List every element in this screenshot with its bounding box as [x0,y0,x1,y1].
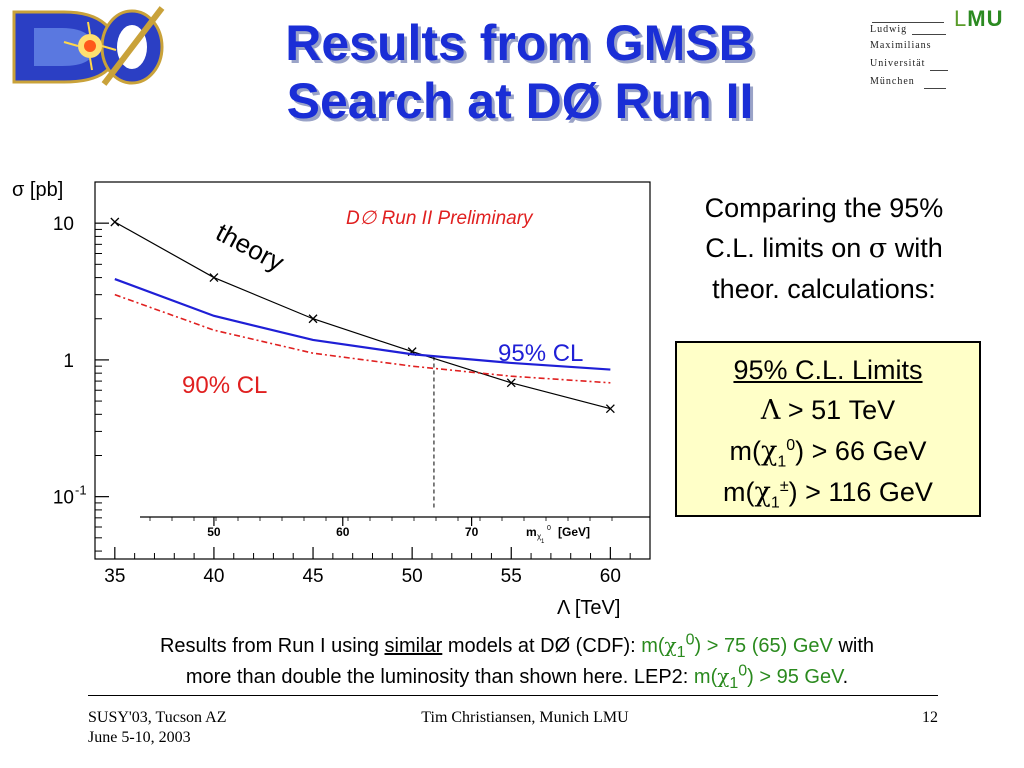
series-line-cl95 [114,278,611,371]
x-tick-label: 50 [402,566,423,587]
page-number: 12 [922,709,938,726]
x-tick-label: 35 [104,566,125,587]
footer-conference: SUSY'03, Tucson AZ June 5-10, 2003 [88,708,328,748]
footnote: Results from Run I using similar models … [40,630,994,692]
d0-logo-text: DØ [74,88,76,90]
similar-underlined: similar [384,635,443,657]
lmu-logo: Ludwig Maximilians Universität München L… [870,6,1020,98]
mass-axis-tick-label: 60 [336,525,350,539]
series-line-theory [114,221,611,410]
series-label-cl90: 90% CL [182,372,267,399]
theory-point [506,378,516,388]
theory-point [110,217,120,227]
lmu-rule [912,34,946,35]
footer-author: Tim Christiansen, Munich LMU [421,709,629,726]
y-tick-label: 10 [53,488,74,509]
y-tick-label: 10 [53,214,74,235]
limit-chargino-mass: m(χ1±) > 116 GeV [723,477,933,512]
lmu-wordmark: LMU [954,6,1004,31]
comparison-line2: C.L. limits on σ with [705,233,943,264]
limits-box: 95% C.L. Limits Λ > 51 TeV m(χ10) > 66 G… [675,341,981,517]
comparison-line1: Comparing the 95% [704,193,944,223]
slide-title-line1: Results from GMSB [285,15,755,71]
x-tick-label: 55 [501,566,522,587]
footnote-line2: more than double the luminosity than sho… [185,662,849,692]
lmu-line-ludwig: Ludwig [870,24,908,35]
series-label-cl95: 95% CL [498,340,583,367]
limits-heading: 95% C.L. Limits [733,355,923,385]
lmu-rule [930,70,948,71]
lmu-line-maximilians: Maximilians [870,40,932,51]
mass-axis-unit: [GeV] [558,525,590,539]
theory-point [605,404,615,414]
x-tick-label: 45 [302,566,323,587]
mass-axis-label-chi: χ [537,532,542,541]
footer-conference-name: SUSY'03, Tucson AZ [88,709,227,726]
slide-title: Results from GMSB Search at DØ Run II [175,14,865,130]
cross-section-limit-chart: σ [pb] Λ [TeV] D∅ Run II Preliminary 35 4… [12,179,651,619]
sigma-symbol: σ [868,233,888,264]
footer-conference-date: June 5-10, 2003 [88,729,191,746]
d0-experiment-logo: DØ [12,6,165,90]
limit-neutralino-mass: m(χ10) > 66 GeV [729,436,927,471]
y-tick-label: 1 [63,351,74,372]
slide-title-line2: Search at DØ Run II [286,73,754,129]
series-line-cl90 [114,293,611,384]
footnote-line1: Results from Run I using similar models … [159,631,875,661]
lmu-line-muenchen: München [870,76,915,87]
chart-title: D∅ Run II Preliminary [346,208,534,229]
mass-axis-label-superscript: 0 [547,525,551,532]
comparison-line3: theor. calculations: [712,274,936,304]
mass-axis-label-subscript: 1 [541,539,545,545]
theory-point [209,273,219,283]
mass-axis-tick-label: 50 [207,525,221,539]
plot-frame [94,181,651,560]
x-tick-label: 40 [203,566,224,587]
mass-axis-label: m [526,525,537,539]
x-axis-label: Λ [TeV] [557,597,620,619]
y-tick-exponent: -1 [75,483,87,498]
comparison-text: Comparing the 95% C.L. limits on σ with … [660,188,988,309]
x-tick-label: 60 [600,566,621,587]
lmu-rule [924,88,946,89]
mass-axis-tick-label: 70 [465,525,479,539]
lmu-rule [872,22,944,23]
y-axis-label: σ [pb] [12,179,63,201]
footer-divider [88,695,938,696]
series-label-theory: theory [211,217,289,277]
limit-lambda: Λ > 51 TeV [760,395,896,426]
theory-point [308,314,318,324]
lmu-line-universitaet: Universität [870,58,926,69]
